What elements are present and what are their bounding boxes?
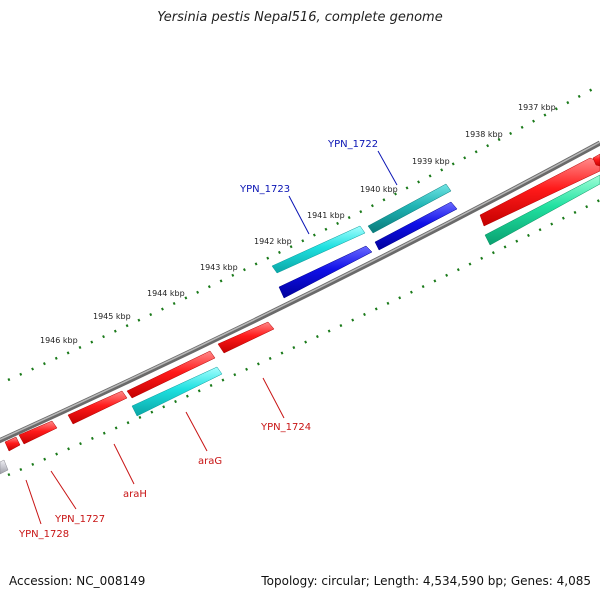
gene-arrow-icon[interactable] (18, 420, 58, 445)
outer-scale-ticks (7, 83, 600, 382)
forward-genes (271, 153, 600, 299)
scale-label-1940: 1940 kbp (360, 185, 398, 194)
gene-arrow-icon[interactable] (592, 153, 600, 167)
accession-label: Accession: NC_008149 (9, 574, 146, 588)
genome-backbone-highlight (0, 141, 600, 441)
scale-label-1945: 1945 kbp (93, 312, 131, 321)
gene-arrow-icon[interactable] (0, 459, 9, 475)
scale-labels: 1937 kbp 1938 kbp 1939 kbp 1940 kbp 1941… (40, 103, 556, 345)
gene-arrow-icon[interactable] (278, 245, 373, 299)
map-title: Yersinia pestis Nepal516, complete genom… (157, 10, 443, 25)
gene-label-ypn-1724[interactable]: YPN_1724 (260, 422, 311, 433)
gene-arrow-icon[interactable] (4, 436, 21, 452)
scale-label-1946: 1946 kbp (40, 336, 78, 345)
gene-label-ypn-1723[interactable]: YPN_1723 (239, 184, 290, 195)
label-connectors (25, 150, 398, 525)
scale-label-1942: 1942 kbp (254, 237, 292, 246)
gene-label-arag[interactable]: araG (198, 456, 222, 467)
gene-arrow-icon[interactable] (126, 350, 216, 399)
gene-arrow-icon[interactable] (367, 183, 452, 234)
gene-label-ypn-1722[interactable]: YPN_1722 (327, 139, 378, 150)
scale-label-1943: 1943 kbp (200, 263, 238, 272)
gene-labels: YPN_1722 YPN_1723 YPN_1724 araG araH YPN… (18, 139, 378, 540)
genome-summary: Topology: circular; Length: 4,534,590 bp… (261, 574, 591, 588)
scale-label-1941: 1941 kbp (307, 211, 345, 220)
gene-arrow-icon[interactable] (67, 390, 128, 425)
gene-label-ypn-1727[interactable]: YPN_1727 (54, 514, 105, 525)
gene-arrow-icon[interactable] (217, 321, 275, 354)
reverse-genes (0, 321, 275, 475)
scale-label-1937: 1937 kbp (518, 103, 556, 112)
gene-arrow-icon[interactable] (484, 174, 600, 246)
gene-label-ypn-1728[interactable]: YPN_1728 (18, 529, 69, 540)
gene-arrow-icon[interactable] (271, 225, 366, 274)
genome-backbone (0, 140, 600, 444)
gene-label-arah[interactable]: araH (123, 489, 147, 500)
scale-label-1938: 1938 kbp (465, 130, 503, 139)
scale-label-1939: 1939 kbp (412, 157, 450, 166)
gene-arrow-icon[interactable] (479, 157, 600, 227)
gene-arrow-icon[interactable] (131, 366, 223, 417)
scale-label-1944: 1944 kbp (147, 289, 185, 298)
gene-arrow-icon[interactable] (374, 201, 458, 251)
